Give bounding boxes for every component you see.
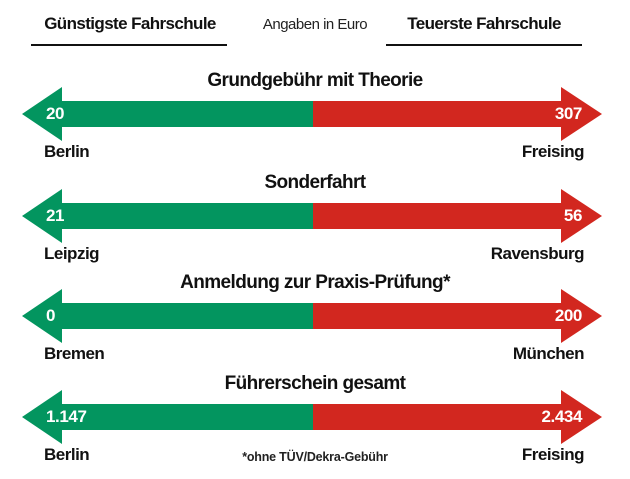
most-expensive-city: Ravensburg xyxy=(490,244,585,263)
most-expensive-city: Freising xyxy=(521,142,585,161)
cheapest-arrow xyxy=(22,289,313,343)
cheapest-arrow xyxy=(22,189,313,243)
row-title: Grundgebühr mit Theorie xyxy=(207,70,423,91)
cheapest-city: Berlin xyxy=(44,445,90,464)
most-expensive-value: 307 xyxy=(554,104,583,123)
cheapest-value: 0 xyxy=(46,306,56,325)
cheapest-city: Leipzig xyxy=(44,244,100,263)
cheapest-arrow xyxy=(22,390,313,444)
most-expensive-city: Freising xyxy=(521,445,585,464)
most-expensive-city: München xyxy=(512,344,585,363)
comparison-arrow xyxy=(22,390,602,444)
cheapest-arrow xyxy=(22,87,313,141)
unit-label: Angaben in Euro xyxy=(262,16,368,33)
cheapest-city: Bremen xyxy=(44,344,105,363)
row-title: Führerschein gesamt xyxy=(224,373,406,394)
cheapest-header: Günstigste Fahrschule xyxy=(44,14,216,33)
comparison-arrow xyxy=(22,87,602,141)
most-expensive-value: 2.434 xyxy=(541,407,582,426)
most-expensive-value: 200 xyxy=(554,306,583,325)
footnote: *ohne TÜV/Dekra-Gebühr xyxy=(242,450,388,464)
comparison-row: Anmeldung zur Praxis-Prüfung* 0 200 Brem… xyxy=(0,272,630,372)
cheapest-header-underline xyxy=(31,44,227,46)
row-title: Anmeldung zur Praxis-Prüfung* xyxy=(180,272,450,293)
cheapest-value: 21 xyxy=(46,206,65,225)
most-expensive-arrow xyxy=(313,87,602,141)
most-expensive-value: 56 xyxy=(563,206,583,225)
comparison-row: Sonderfahrt 21 56 Leipzig Ravensburg xyxy=(0,172,630,272)
most-expensive-header: Teuerste Fahrschule xyxy=(407,14,561,33)
comparison-row: Grundgebühr mit Theorie 20 307 Berlin Fr… xyxy=(0,70,630,170)
comparison-arrow xyxy=(22,289,602,343)
cheapest-value: 20 xyxy=(46,104,65,123)
most-expensive-arrow xyxy=(313,390,602,444)
comparison-row: Führerschein gesamt 1.147 2.434 Berlin F… xyxy=(0,373,630,473)
most-expensive-header-underline xyxy=(386,44,582,46)
most-expensive-arrow xyxy=(313,189,602,243)
cheapest-city: Berlin xyxy=(44,142,90,161)
cheapest-value: 1.147 xyxy=(46,407,87,426)
row-title: Sonderfahrt xyxy=(264,172,366,193)
comparison-arrow xyxy=(22,189,602,243)
most-expensive-arrow xyxy=(313,289,602,343)
